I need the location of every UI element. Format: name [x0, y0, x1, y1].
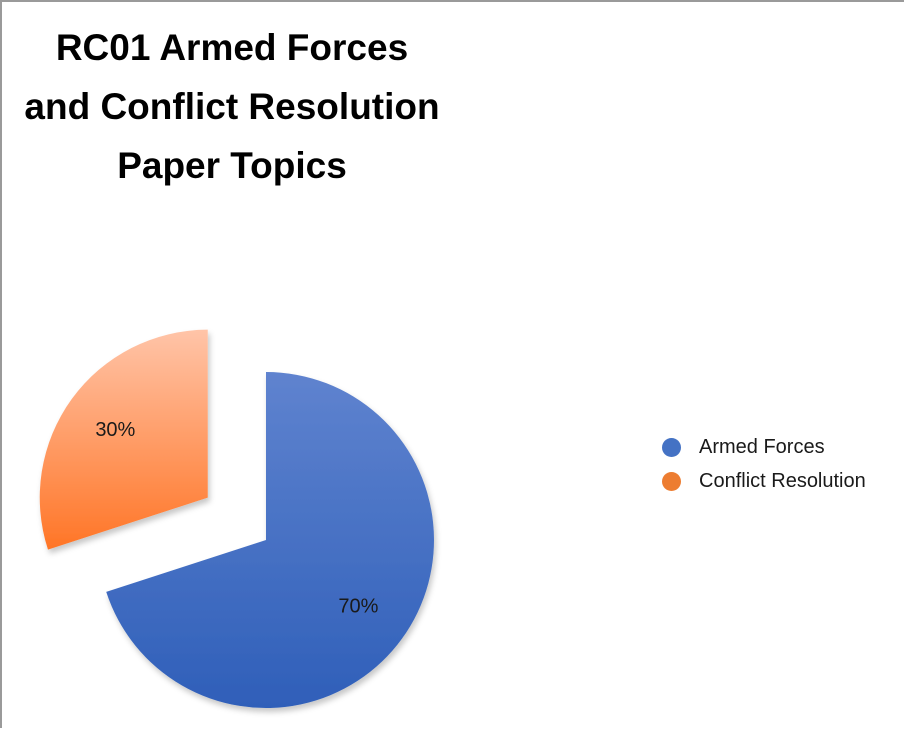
- pie-slice-armed-forces: [106, 372, 434, 708]
- legend-swatch-icon: [662, 437, 681, 457]
- legend-item-armed-forces: Armed Forces: [662, 430, 866, 464]
- data-label-armed-forces: 70%: [338, 595, 378, 617]
- legend-swatch-icon: [662, 471, 681, 491]
- legend-label: Conflict Resolution: [699, 469, 866, 492]
- chart-title: RC01 Armed Forces and Conflict Resolutio…: [24, 27, 440, 186]
- legend-label: Armed Forces: [699, 435, 825, 458]
- legend: Armed Forces Conflict Resolution: [662, 430, 866, 498]
- pie-slice-conflict-resolution: [39, 329, 208, 550]
- data-label-conflict-resolution: 30%: [95, 419, 135, 441]
- legend-item-conflict-resolution: Conflict Resolution: [662, 464, 866, 498]
